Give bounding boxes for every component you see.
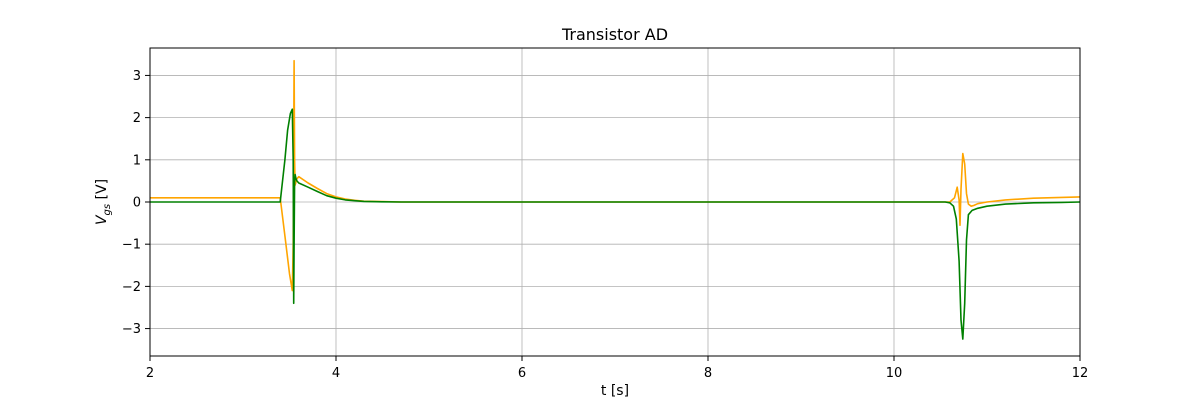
- y-axis-label-sub: gs: [102, 204, 113, 216]
- y-tick-label: 1: [133, 153, 141, 168]
- x-tick-label: 8: [704, 366, 712, 381]
- x-tick-label: 6: [518, 366, 526, 381]
- x-tick-label: 12: [1072, 366, 1089, 381]
- y-tick-label: 2: [133, 111, 141, 126]
- series-layer: [150, 59, 1081, 340]
- chart-title: Transistor AD: [561, 25, 668, 44]
- y-axis-label-main: V: [94, 214, 110, 225]
- x-tick-label: 2: [146, 366, 154, 381]
- x-tick-label: 4: [332, 366, 340, 381]
- series-line-2: [150, 108, 1081, 340]
- y-tick-label: −1: [122, 238, 141, 253]
- y-axis-label: Vgs [V]: [94, 179, 113, 225]
- y-tick-label: 3: [133, 69, 141, 84]
- y-axis-label-unit: [V]: [94, 179, 110, 204]
- y-tick-label: 0: [133, 196, 141, 211]
- x-axis-label: t [s]: [601, 383, 629, 399]
- y-tick-label: −3: [122, 322, 141, 337]
- x-tick-label: 10: [886, 366, 903, 381]
- series-line-1: [150, 59, 1081, 292]
- y-tick-label: −2: [122, 280, 141, 295]
